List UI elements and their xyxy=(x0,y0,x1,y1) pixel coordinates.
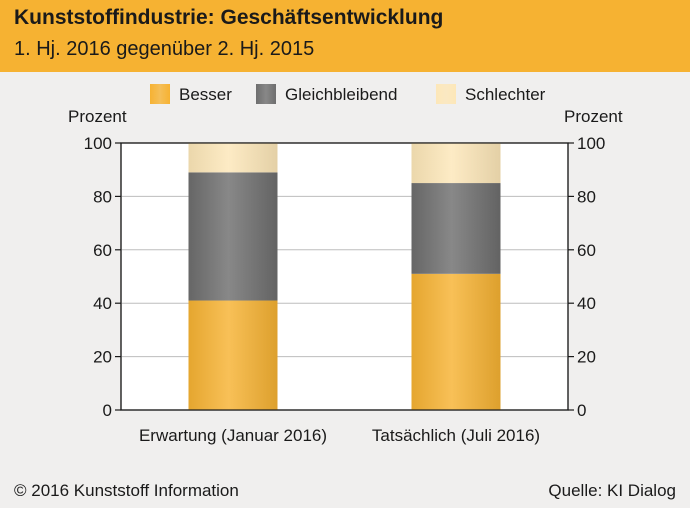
y-axis-title-right: Prozent xyxy=(564,107,623,126)
bar-schlechter-2 xyxy=(411,143,501,184)
y-tick-label-right: 40 xyxy=(577,294,596,313)
y-tick-label-right: 0 xyxy=(577,401,586,420)
y-tick-label-right: 80 xyxy=(577,187,596,206)
y-tick-label-right: 100 xyxy=(577,134,605,153)
legend-label-gleichbleibend: Gleichbleibend xyxy=(285,85,398,104)
copyright-notice: © 2016 Kunststoff Information xyxy=(14,481,239,500)
chart-subtitle: 1. Hj. 2016 gegenüber 2. Hj. 2015 xyxy=(14,38,315,60)
y-tick-label-left: 0 xyxy=(103,401,112,420)
plot-frame xyxy=(120,142,569,411)
y-tick-label-left: 80 xyxy=(93,187,112,206)
x-category-label: Tatsächlich (Juli 2016) xyxy=(372,426,540,445)
y-tick-label-left: 60 xyxy=(93,241,112,260)
bar-besser-2 xyxy=(411,273,501,410)
plot-area xyxy=(120,142,569,411)
x-category-label: Erwartung (Januar 2016) xyxy=(139,426,327,445)
y-tick-label-right: 20 xyxy=(577,348,596,367)
y-tick-label-left: 40 xyxy=(93,294,112,313)
source-note: Quelle: KI Dialog xyxy=(548,481,676,500)
legend-swatch-besser xyxy=(150,84,170,104)
bar-schlechter-1 xyxy=(188,143,278,173)
chart-title: Kunststoffindustrie: Geschäftsentwicklun… xyxy=(14,6,444,29)
y-tick-label-left: 100 xyxy=(84,134,112,153)
bar-gleichbleibend-1 xyxy=(188,172,278,301)
bar-besser-1 xyxy=(188,300,278,410)
legend-label-besser: Besser xyxy=(179,85,232,104)
legend-swatch-gleichbleibend xyxy=(256,84,276,104)
legend-swatch-schlechter xyxy=(436,84,456,104)
y-tick-label-left: 20 xyxy=(93,348,112,367)
legend-label-schlechter: Schlechter xyxy=(465,85,546,104)
y-axis-title-left: Prozent xyxy=(68,107,127,126)
title-banner: Kunststoffindustrie: Geschäftsentwicklun… xyxy=(0,0,690,72)
y-tick-label-right: 60 xyxy=(577,241,596,260)
bar-gleichbleibend-2 xyxy=(411,183,501,274)
